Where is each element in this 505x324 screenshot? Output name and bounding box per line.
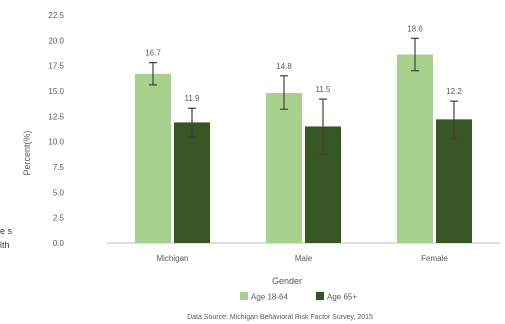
y-tick-label: 2.5 bbox=[53, 214, 65, 223]
data-label: 16.7 bbox=[145, 49, 161, 58]
x-tick-label: Male bbox=[295, 254, 313, 263]
bar bbox=[135, 73, 171, 243]
data-label: 14.8 bbox=[276, 62, 292, 71]
y-axis-title: Percent(%) bbox=[22, 130, 32, 175]
data-label: 11.9 bbox=[185, 94, 201, 103]
y-tick-label: 17.5 bbox=[48, 62, 64, 71]
legend-label: Age 18-64 bbox=[251, 293, 288, 302]
y-tick-label: 20.0 bbox=[48, 36, 64, 45]
y-tick-label: 15.0 bbox=[48, 87, 64, 96]
cropped-text-fragment: lth bbox=[0, 240, 10, 250]
data-source-note: Data Source: Michigan Behavioral Risk Fa… bbox=[187, 314, 373, 321]
bar bbox=[266, 93, 302, 243]
x-tick-label: Michigan bbox=[156, 254, 188, 263]
legend-swatch bbox=[240, 292, 248, 300]
y-tick-label: 10.0 bbox=[48, 138, 64, 147]
x-tick-label: Female bbox=[421, 254, 448, 263]
y-tick-label: 22.5 bbox=[48, 11, 64, 20]
data-label: 12.2 bbox=[446, 87, 462, 96]
y-tick-label: 7.5 bbox=[53, 163, 65, 172]
bar bbox=[397, 54, 433, 243]
bar bbox=[174, 122, 210, 243]
y-tick-label: 12.5 bbox=[48, 112, 64, 121]
data-label: 11.5 bbox=[316, 85, 332, 94]
y-tick-label: 5.0 bbox=[53, 188, 65, 197]
cropped-text-fragment: e s bbox=[0, 226, 13, 236]
legend-label: Age 65+ bbox=[327, 293, 357, 302]
y-tick-label: 0.0 bbox=[53, 239, 65, 248]
x-axis-title: Gender bbox=[272, 276, 302, 286]
bar bbox=[436, 119, 472, 243]
data-label: 18.6 bbox=[407, 24, 423, 33]
legend-swatch bbox=[316, 292, 324, 300]
